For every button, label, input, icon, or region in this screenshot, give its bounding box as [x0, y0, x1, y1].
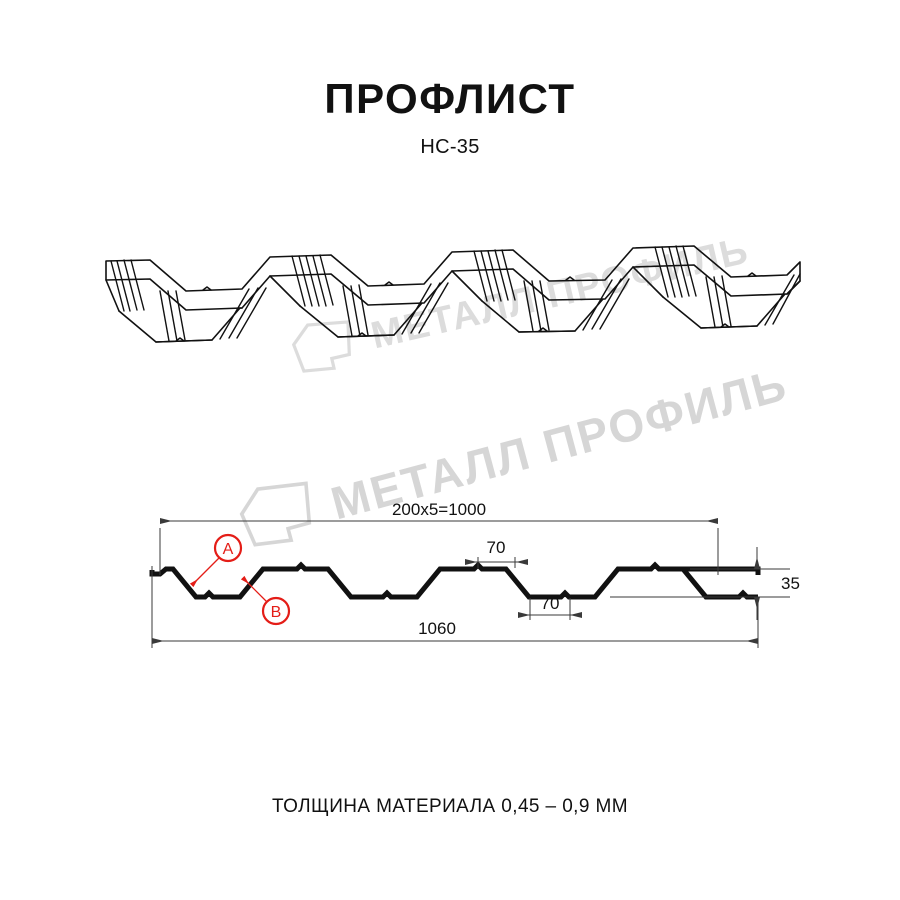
- watermark-logo-icon: [291, 320, 351, 373]
- page-header: ПРОФЛИСТ НС-35: [0, 78, 900, 159]
- isometric-profile-view: [105, 245, 801, 343]
- watermark-lower: МЕТАЛЛ ПРОФИЛЬ: [239, 358, 793, 547]
- dimension-label-pitch-total: 200x5=1000: [392, 500, 486, 519]
- callout-a: A: [189, 533, 243, 588]
- callout-a-circle: [213, 533, 243, 563]
- iso-skin-3: [451, 270, 483, 302]
- material-thickness-label: ТОЛЩИНА МАТЕРИАЛА 0,45 – 0,9 ММ: [272, 796, 628, 817]
- callout-b: B: [240, 575, 291, 626]
- dimension-label-overall-width: 1060: [418, 619, 456, 638]
- iso-skin-4: [632, 266, 664, 298]
- profile-right-terminal: [683, 566, 761, 575]
- dimension-overall-width: [151, 566, 759, 648]
- dimension-height: [610, 547, 790, 620]
- dimension-bottom-flange: [518, 598, 582, 620]
- cross-section-profile: [149, 561, 758, 600]
- callout-a-label: A: [223, 541, 234, 558]
- dimension-top-flange: [465, 557, 528, 568]
- iso-skin-2: [269, 275, 301, 307]
- callout-b-leader: [240, 575, 268, 603]
- callout-a-leader: [189, 555, 222, 588]
- profile-outline: [149, 561, 758, 600]
- iso-rib-lines: [110, 245, 801, 342]
- iso-stiffener-nubs: [175, 272, 757, 342]
- callout-b-label: B: [271, 604, 282, 621]
- dimension-label-bottom-flange: 70: [541, 594, 560, 613]
- dimension-pitch-total: [159, 518, 719, 575]
- page-footer: ТОЛЩИНА МАТЕРИАЛА 0,45 – 0,9 ММ: [0, 796, 900, 818]
- dimension-label-top-flange: 70: [487, 538, 506, 557]
- callout-b-circle: [261, 596, 291, 626]
- watermark-logo-icon: [239, 481, 312, 547]
- page-title: ПРОФЛИСТ: [324, 75, 576, 122]
- profile-model-label: НС-35: [420, 136, 480, 158]
- iso-skin-left: [105, 279, 120, 312]
- cross-section-right-end: [683, 566, 761, 575]
- dimension-label-height: 35: [781, 574, 800, 593]
